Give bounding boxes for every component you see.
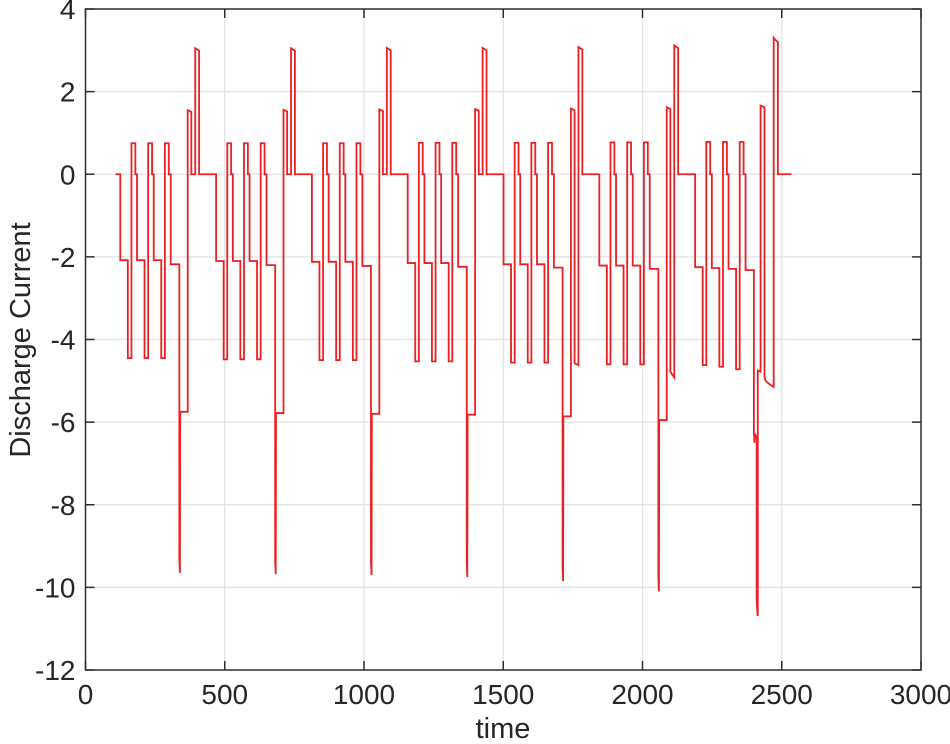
y-tick-label: 0 [60, 159, 76, 190]
x-tick-label: 1500 [472, 679, 534, 710]
x-tick-label: 2000 [611, 679, 673, 710]
y-tick-label: -10 [35, 572, 75, 603]
y-tick-label: -2 [51, 242, 76, 273]
y-axis-label: Discharge Current [5, 222, 37, 457]
x-axis-label: time [476, 713, 531, 744]
x-tick-label: 0 [78, 679, 94, 710]
x-tick-label: 3000 [890, 679, 950, 710]
data-series [115, 34, 792, 616]
x-tick-labels: 0 500 1000 1500 2000 2500 3000 [78, 679, 950, 710]
y-tick-labels: -12 -10 -8 -6 -4 -2 0 2 4 [35, 0, 75, 686]
y-tick-label: -8 [51, 490, 76, 521]
y-tick-label: 2 [60, 77, 76, 108]
x-tick-label: 1000 [333, 679, 395, 710]
tick-marks [84, 8, 922, 671]
discharge-current-line [115, 34, 792, 616]
x-tick-label: 2500 [751, 679, 813, 710]
y-tick-label: -4 [51, 325, 76, 356]
y-tick-label: 4 [60, 0, 76, 25]
y-tick-label: -6 [51, 407, 76, 438]
y-tick-label: -12 [35, 655, 75, 686]
x-tick-label: 500 [201, 679, 248, 710]
gridlines [85, 9, 921, 670]
